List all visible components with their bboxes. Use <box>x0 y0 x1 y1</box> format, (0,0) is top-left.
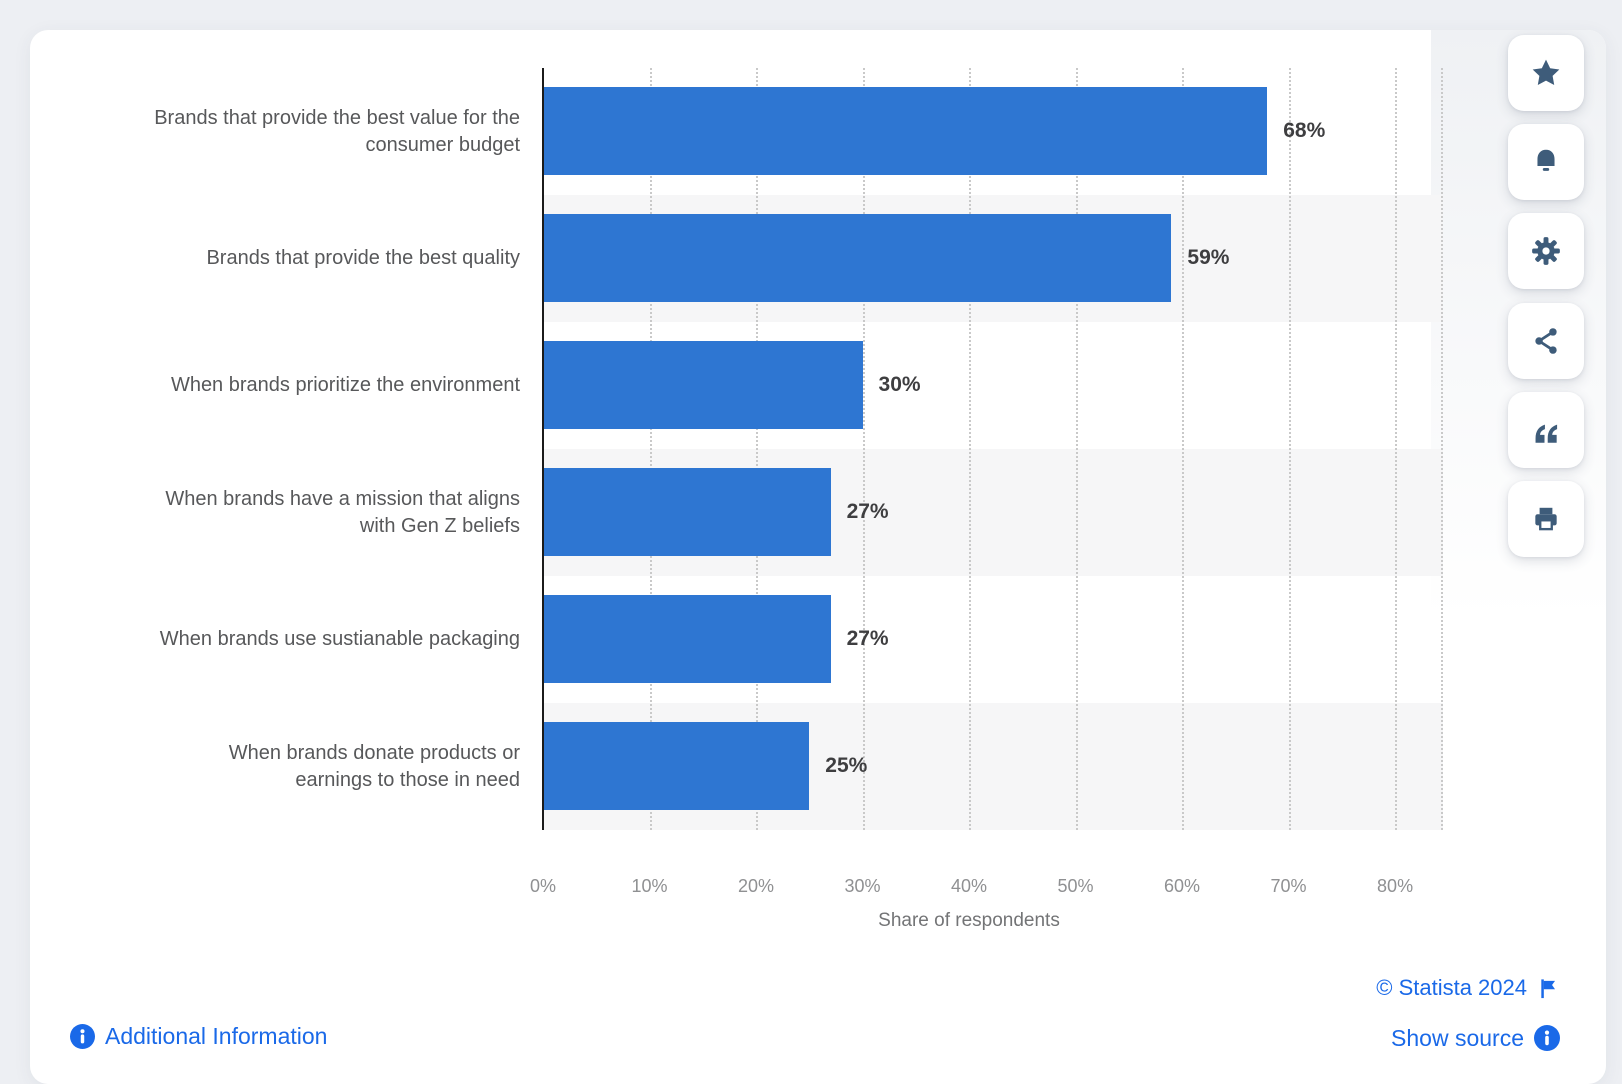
gridline <box>862 68 865 830</box>
favorite-button[interactable] <box>1508 35 1584 111</box>
alerts-button[interactable] <box>1508 124 1584 200</box>
bar-value-label: 27% <box>846 500 889 523</box>
y-axis-line <box>542 68 544 830</box>
category-axis: Brands that provide the best value for t… <box>70 68 520 830</box>
x-tick-label: 70% <box>1270 876 1307 896</box>
category-label: Brands that provide the best value for t… <box>154 106 520 156</box>
share-button[interactable] <box>1508 303 1584 379</box>
printer-icon <box>1530 503 1562 535</box>
gear-icon <box>1530 235 1562 267</box>
x-tick-label: 20% <box>738 876 775 896</box>
x-tick-label: 0% <box>529 876 557 896</box>
x-axis-ticks: 0% 10% 20% 30% 40% 50% 60% 70% 80% <box>530 876 1443 902</box>
show-source-label: Show source <box>1391 1024 1524 1051</box>
cite-button[interactable] <box>1508 392 1584 468</box>
bar[interactable] <box>543 722 810 810</box>
statista-copyright-link[interactable]: © Statista 2024 <box>1376 974 1560 1002</box>
info-icon <box>1534 1025 1560 1051</box>
x-tick-label: 80% <box>1377 876 1414 896</box>
flag-icon <box>1541 978 1556 998</box>
info-icon <box>70 1023 95 1049</box>
bar-value-label: 68% <box>1283 119 1326 142</box>
show-source-link[interactable]: Show source <box>1391 1022 1560 1054</box>
additional-information-link[interactable]: Additional Information <box>70 1020 327 1052</box>
category-label: When brands prioritize the environment <box>170 374 520 396</box>
copyright-label: © Statista 2024 <box>1376 975 1527 1000</box>
bar[interactable] <box>543 595 831 683</box>
bell-icon <box>1530 146 1562 178</box>
bar[interactable] <box>543 468 831 556</box>
category-label: Brands that provide the best quality <box>206 247 520 269</box>
chart-card: Brands that provide the best value for t… <box>30 30 1606 1084</box>
print-button[interactable] <box>1508 481 1584 557</box>
bar-value-label: 30% <box>878 373 921 396</box>
gridline <box>756 68 759 830</box>
share-icon <box>1530 325 1562 357</box>
x-tick-label: 30% <box>844 876 881 896</box>
gridline <box>1075 68 1078 830</box>
quote-icon <box>1530 414 1562 446</box>
gridline <box>649 68 652 830</box>
category-label: When brands donate products or earnings … <box>228 741 520 791</box>
bar[interactable] <box>543 341 863 429</box>
category-label: When brands use sustianable packaging <box>159 628 520 650</box>
plot-area: 68% 59% 30% 27% 27% 25% <box>542 68 1443 830</box>
bar[interactable] <box>543 87 1268 175</box>
bar-value-label: 27% <box>846 627 889 650</box>
category-label: When brands have a mission that aligns w… <box>165 487 520 537</box>
gridline <box>969 68 972 830</box>
x-axis-title: Share of respondents <box>878 910 1060 931</box>
bar-value-label: 59% <box>1187 246 1230 269</box>
x-tick-label: 60% <box>1164 876 1201 896</box>
star-icon <box>1530 57 1562 89</box>
x-tick-label: 40% <box>951 876 988 896</box>
gridline <box>1182 68 1185 830</box>
x-tick-label: 10% <box>631 876 668 896</box>
settings-button[interactable] <box>1508 213 1584 289</box>
bar-value-label: 25% <box>825 754 868 777</box>
gridline <box>1395 68 1398 830</box>
gridline <box>1288 68 1291 830</box>
x-tick-label: 50% <box>1057 876 1094 896</box>
gridline <box>1441 68 1443 830</box>
bar[interactable] <box>543 214 1172 302</box>
additional-information-label: Additional Information <box>105 1022 328 1049</box>
